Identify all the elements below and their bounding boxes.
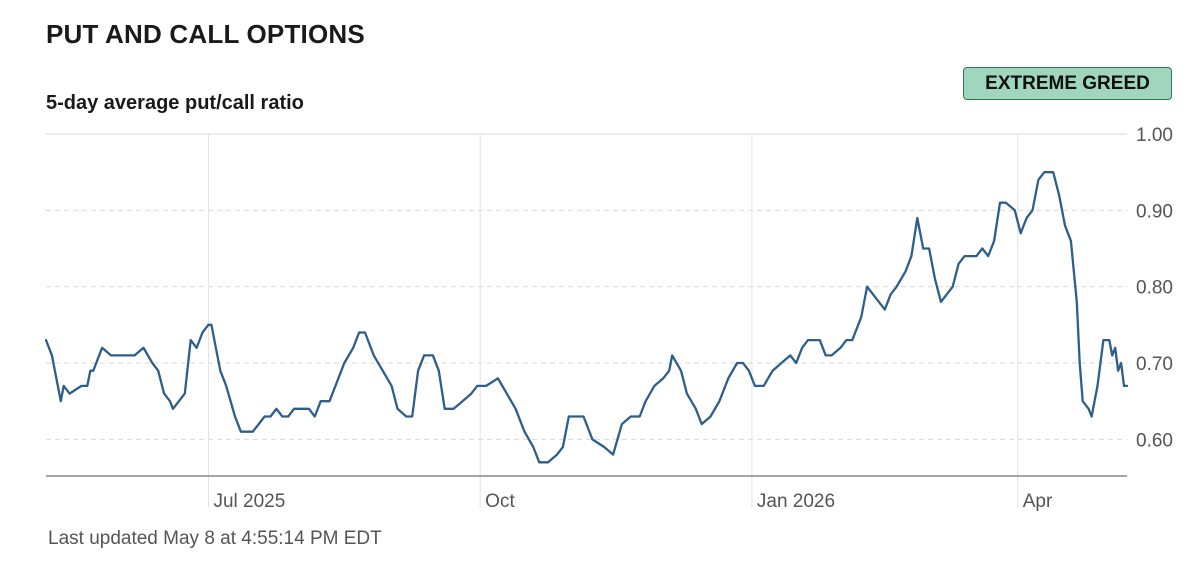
- x-tick-label: Apr: [1023, 491, 1053, 512]
- y-tick-label: 0.80: [1136, 278, 1173, 299]
- y-tick-label: 0.70: [1136, 354, 1173, 375]
- put-call-ratio-line: [44, 171, 1129, 464]
- last-updated-text: Last updated May 8 at 4:55:14 PM EDT: [48, 528, 382, 549]
- chart-title: PUT AND CALL OPTIONS: [46, 19, 365, 49]
- series-layer: [44, 171, 1129, 464]
- x-tick-label: Oct: [485, 491, 515, 512]
- sentiment-badge: EXTREME GREED: [963, 67, 1172, 100]
- grid-layer: [46, 133, 1127, 508]
- y-tick-label: 1.00: [1136, 125, 1173, 146]
- chart-subtitle: 5-day average put/call ratio: [46, 92, 304, 114]
- x-tick-label: Jul 2025: [213, 491, 285, 512]
- x-tick-label: Jan 2026: [757, 491, 835, 512]
- y-tick-label: 0.90: [1136, 201, 1173, 222]
- y-tick-label: 0.60: [1136, 430, 1173, 451]
- axis-layer: 1.00 0.90 0.80 0.70 0.60 Jul 2025 Oct Jan 2026 A…: [46, 125, 1173, 512]
